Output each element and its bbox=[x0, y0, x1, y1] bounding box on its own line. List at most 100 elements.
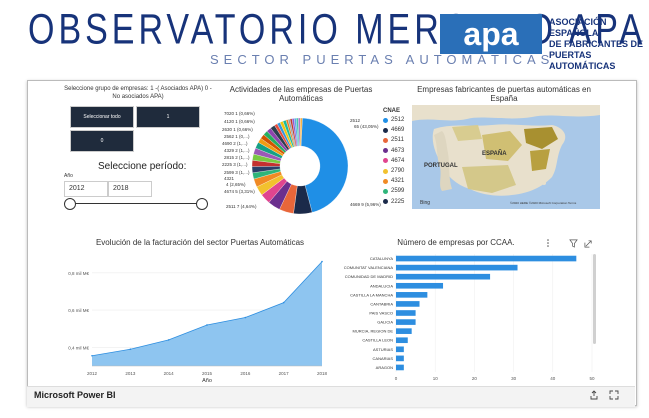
footer-bar bbox=[27, 386, 635, 407]
legend-label: 4669 bbox=[391, 127, 405, 134]
filter-icon[interactable] bbox=[569, 239, 578, 248]
bar-11[interactable] bbox=[396, 355, 404, 362]
share-icon[interactable] bbox=[589, 390, 599, 400]
region-catalunya bbox=[524, 127, 558, 149]
region-andalucia bbox=[462, 165, 516, 193]
legend-item-2512[interactable]: 2512 bbox=[383, 117, 404, 123]
bar-12[interactable] bbox=[396, 364, 404, 371]
bar-chart-scrollbar[interactable] bbox=[593, 254, 596, 344]
bar-3[interactable] bbox=[396, 282, 444, 289]
area-x-tick-2015: 2015 bbox=[202, 371, 213, 376]
legend-dot-icon bbox=[383, 188, 388, 194]
spain-map[interactable]: ESPAÑA PORTUGAL Bing ©2020 HERE ©2020 Mi… bbox=[412, 105, 600, 209]
group-0-button[interactable]: 0 bbox=[70, 130, 134, 152]
donut-chart-title: Actividades de las empresas de Puertas A… bbox=[229, 85, 373, 103]
bar-9[interactable] bbox=[396, 337, 408, 344]
bar-7[interactable] bbox=[396, 319, 416, 325]
focus-mode-icon[interactable] bbox=[584, 239, 593, 248]
legend-label: 4321 bbox=[391, 178, 405, 185]
bar-label-9: CASTILLA LEON bbox=[362, 338, 393, 343]
period-slicer-title: Seleccione período: bbox=[98, 161, 187, 172]
area-x-tick-2012: 2012 bbox=[87, 371, 98, 376]
org-name-line-3: PUERTAS AUTOMÁTICAS bbox=[549, 50, 616, 71]
donut-label-13: 2512 bbox=[350, 118, 361, 123]
bing-logo: Bing bbox=[420, 200, 430, 206]
map-label-spain: ESPAÑA bbox=[482, 150, 507, 157]
apa-logo: apa bbox=[440, 14, 542, 54]
select-all-button[interactable]: Seleccionar todo bbox=[70, 106, 134, 128]
area-x-label: Año bbox=[202, 378, 212, 382]
legend-item-2790[interactable]: 2790 bbox=[383, 168, 404, 174]
donut-legend-title: CNAE bbox=[383, 108, 401, 114]
area-point-2017 bbox=[282, 301, 285, 304]
portugal-land bbox=[434, 131, 452, 191]
area-point-2015 bbox=[206, 324, 208, 326]
map-title: Empresas fabricantes de puertas automáti… bbox=[417, 85, 591, 103]
donut-label-15: 4669 9 (5,96%) bbox=[350, 202, 381, 207]
legend-item-4673[interactable]: 4673 bbox=[383, 148, 404, 154]
legend-item-2511[interactable]: 2511 bbox=[383, 137, 404, 143]
area-point-2016 bbox=[244, 316, 247, 319]
donut-slice-0[interactable] bbox=[300, 117, 349, 213]
legend-label: 2512 bbox=[391, 117, 405, 123]
bar-label-10: ASTURIAS bbox=[373, 347, 393, 352]
bar-chart-title: Número de empresas por CCAA. bbox=[397, 238, 515, 247]
legend-item-4674[interactable]: 4674 bbox=[383, 158, 404, 164]
group-1-button[interactable]: 1 bbox=[136, 106, 200, 128]
legend-dot-icon bbox=[383, 168, 388, 174]
donut-chart[interactable] bbox=[240, 110, 360, 220]
map-label-portugal: PORTUGAL bbox=[424, 163, 458, 169]
donut-label-0: 7020 1 (0,66%) bbox=[224, 111, 255, 116]
donut-label-4: 4690 2 (1,...) bbox=[222, 141, 248, 146]
legend-item-4321[interactable]: 4321 bbox=[383, 178, 404, 184]
legend-label: 2599 bbox=[391, 188, 405, 195]
apa-logo-text: apa bbox=[463, 16, 518, 52]
period-slider-end-handle[interactable] bbox=[196, 198, 208, 210]
legend-label: 2511 bbox=[391, 137, 404, 144]
org-name: ASOCIACIÓN ESPAÑOLA DE FABRICANTES DE PU… bbox=[549, 17, 644, 72]
area-point-2018 bbox=[321, 260, 323, 263]
legend-dot-icon bbox=[383, 137, 388, 143]
bar-4[interactable] bbox=[396, 292, 428, 298]
period-slider-start-handle[interactable] bbox=[64, 198, 76, 210]
area-chart-title: Evolución de la facturación del sector P… bbox=[95, 238, 305, 247]
bar-8[interactable] bbox=[396, 328, 412, 334]
bar-label-6: PAIS VASCO bbox=[369, 311, 393, 316]
bar-5[interactable] bbox=[396, 301, 420, 307]
more-options-icon[interactable] bbox=[545, 238, 551, 248]
bar-label-8: MURCIA, REGION DE bbox=[353, 329, 394, 334]
legend-item-4669[interactable]: 4669 bbox=[383, 127, 404, 133]
bar-chart[interactable]: 0 10 20 30 40 50 CATALUNYA COMUNITAT VALENCIANA… bbox=[334, 250, 600, 384]
bar-6[interactable] bbox=[396, 310, 416, 316]
powerbi-link[interactable]: Microsoft Power BI bbox=[34, 390, 116, 400]
balearic-island bbox=[542, 181, 546, 185]
org-name-line-1: ASOCIACIÓN ESPAÑOLA bbox=[549, 17, 607, 38]
area-chart[interactable]: 0,4 mil M€ 0,6 mil M€ 0,8 mil M€ 2012 2013 20… bbox=[58, 250, 330, 382]
region-north bbox=[452, 125, 482, 141]
legend-dot-icon bbox=[383, 158, 388, 164]
legend-dot-icon bbox=[383, 148, 388, 154]
donut-label-8: 2599 3 (1,...) bbox=[224, 170, 250, 175]
end-year-input[interactable]: 2018 bbox=[108, 181, 152, 197]
legend-item-2225[interactable]: 2225 bbox=[383, 199, 404, 205]
start-year-input[interactable]: 2012 bbox=[64, 181, 108, 197]
period-slider-track[interactable] bbox=[70, 203, 200, 204]
bar-2[interactable] bbox=[396, 273, 491, 280]
bar-1[interactable] bbox=[396, 264, 518, 271]
donut-label-7: 2225 3 (1,...) bbox=[222, 162, 248, 167]
region-valencia bbox=[530, 149, 550, 171]
legend-dot-icon bbox=[383, 199, 388, 205]
group-slicer-title: Seleccione grupo de empresas: 1 -( Asoci… bbox=[64, 86, 212, 100]
donut-slice-29[interactable] bbox=[299, 117, 303, 147]
bar-x-tick-10: 10 bbox=[433, 376, 439, 381]
donut-label-11: 4674 5 (3,31%) bbox=[224, 189, 255, 194]
bar-10[interactable] bbox=[396, 346, 404, 353]
fullscreen-icon[interactable] bbox=[609, 390, 619, 400]
legend-item-2599[interactable]: 2599 bbox=[383, 188, 404, 194]
donut-label-9: 4321 bbox=[224, 176, 235, 181]
page-subtitle: SECTOR PUERTAS AUTOMÁTICAS bbox=[210, 52, 555, 67]
bar-0[interactable] bbox=[396, 255, 577, 262]
bar-label-3: ANDALUCIA bbox=[370, 283, 393, 288]
area-x-tick-2018: 2018 bbox=[317, 371, 328, 376]
region-madrid bbox=[482, 131, 522, 161]
